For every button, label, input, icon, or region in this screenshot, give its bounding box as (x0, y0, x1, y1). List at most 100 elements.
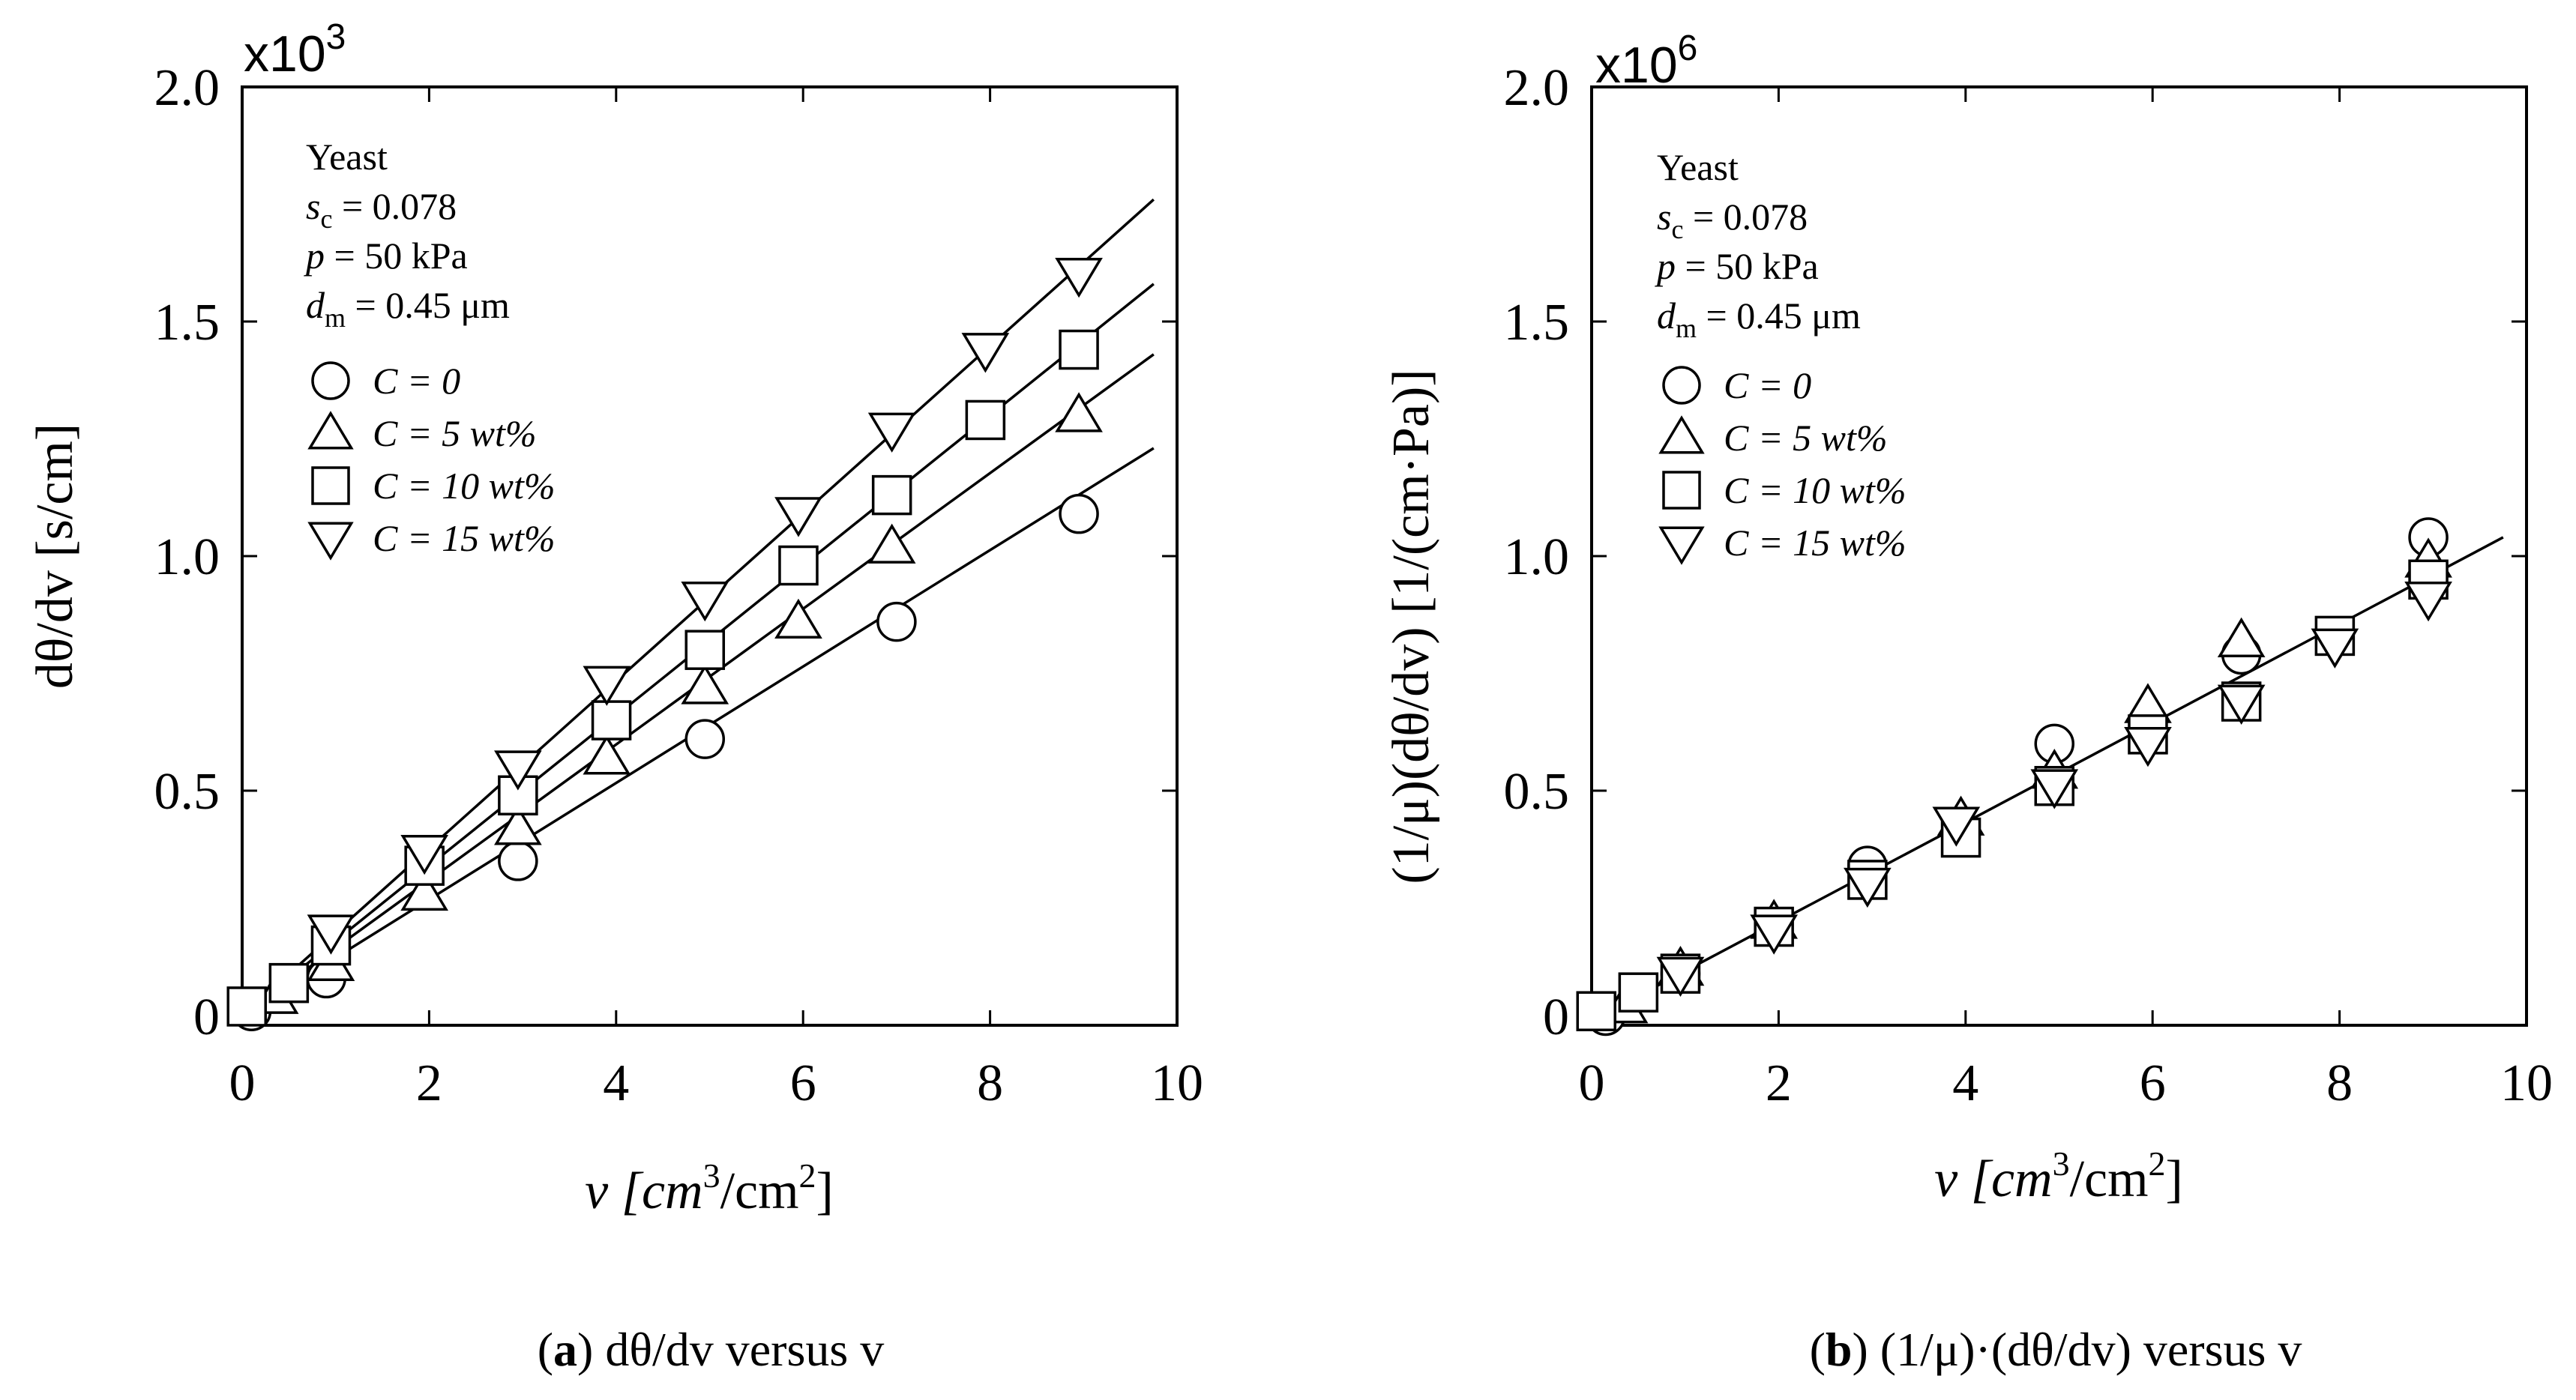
data-point-triangle-up (1055, 392, 1103, 432)
info-dm-b: dm = 0.45 μm (1657, 295, 1861, 343)
legend-label: C = 0 (373, 360, 460, 402)
data-point-triangle-down (1055, 258, 1103, 298)
data-point-triangle-up (494, 805, 542, 845)
data-point-square (778, 545, 819, 586)
data-point-triangle-up (400, 870, 448, 911)
data-point-square (268, 962, 310, 1004)
caption-a: (a) dθ/dv versus v (538, 1323, 885, 1376)
data-point-triangle-down (307, 914, 355, 955)
data-point-square (591, 700, 632, 740)
data-point-square (965, 399, 1006, 441)
data-point-circle (876, 601, 917, 642)
data-point-square (1576, 991, 1616, 1031)
data-point-triangle-down (2311, 628, 2359, 669)
x-tick-label: 2 (1766, 1054, 1792, 1112)
x-tick-label: 0 (1579, 1054, 1605, 1112)
y-axis-label-a: dθ/dv [s/cm] (26, 423, 84, 689)
legend-marker-square (311, 466, 350, 505)
info-box-a: Yeast sc = 0.078 p = 50 kPa dm = 0.45 μm (304, 136, 510, 333)
info-p-b: p = 50 kPa (1655, 245, 1819, 287)
y-tick-label: 1.0 (154, 528, 220, 586)
info-dm-a: dm = 0.45 μm (306, 284, 510, 333)
data-point-triangle-down (1750, 914, 1798, 955)
legend-a: C = 0 C = 5 wt% C = 10 wt% C = 15 wt% (307, 360, 555, 561)
x-tick-label: 8 (977, 1054, 1003, 1112)
data-point-triangle-up (774, 598, 822, 639)
y-tick-label: 0.5 (1504, 763, 1570, 821)
data-point-square (226, 986, 267, 1027)
data-point-triangle-up (867, 523, 916, 564)
legend-label: C = 0 (1724, 364, 1811, 406)
axis-ticks-a: 0 2 4 6 8 10 0 0.5 1.0 1.5 2.0 (154, 59, 1204, 1112)
data-point-triangle-down (2030, 769, 2079, 809)
data-point-triangle-down (494, 750, 542, 791)
legend-marker-triangle-down (1658, 526, 1705, 565)
info-sc-a: sc = 0.078 (306, 185, 457, 234)
y-tick-label: 0 (1543, 989, 1569, 1046)
x-axis-label-a: v [cm3/cm2] (585, 1156, 834, 1220)
legend-marker-triangle-down (307, 522, 354, 561)
x-tick-label: 0 (229, 1054, 256, 1112)
y-tick-label: 1.5 (1504, 294, 1570, 351)
y-tick-label: 1.0 (1504, 528, 1570, 586)
legend-marker-square (1662, 471, 1701, 510)
data-point-circle (1059, 493, 1099, 534)
legend-label: C = 15 wt% (1724, 522, 1906, 564)
data-point-triangle-down (2217, 684, 2266, 725)
legend-marker-triangle-up (1658, 415, 1705, 454)
y-tick-label: 0.5 (154, 763, 220, 821)
y-tick-label: 0 (193, 989, 220, 1046)
data-point-circle (498, 841, 538, 881)
data-point-triangle-down (400, 835, 448, 875)
info-material-a: Yeast (306, 136, 388, 178)
data-point-triangle-down (961, 333, 1010, 373)
data-point-triangle-up (583, 734, 631, 775)
legend-label: C = 10 wt% (373, 465, 555, 507)
x-tick-label: 8 (2326, 1054, 2353, 1112)
info-material-b: Yeast (1657, 146, 1739, 188)
y-tick-label: 2.0 (154, 59, 220, 117)
legend-marker-circle (311, 361, 350, 400)
data-point-square (871, 474, 912, 516)
legend-label: C = 10 wt% (1724, 469, 1906, 511)
legend-marker-triangle-up (307, 411, 354, 450)
info-box-b: Yeast sc = 0.078 p = 50 kPa dm = 0.45 μm (1655, 146, 1861, 343)
y-tick-label: 1.5 (154, 294, 220, 351)
x-tick-label: 10 (2500, 1054, 2553, 1112)
data-point-square (1059, 329, 1099, 370)
x-tick-label: 2 (416, 1054, 442, 1112)
x-axis-label-b: v [cm3/cm2] (1934, 1144, 2183, 1208)
data-point-triangle-down (774, 497, 822, 537)
info-sc-b: sc = 0.078 (1657, 196, 1808, 244)
data-point-triangle-down (867, 412, 916, 453)
data-point-triangle-down (583, 666, 631, 706)
x-tick-label: 4 (1952, 1054, 1978, 1112)
legend-b: C = 0 C = 5 wt% C = 10 wt% C = 15 wt% (1658, 364, 1906, 565)
panel-b: 0 2 4 6 8 10 0 0.5 1.0 1.5 2.0 x106 (1/μ)(dθ/dv) [… (1382, 28, 2553, 1208)
legend-marker-circle (1662, 366, 1701, 405)
data-point-square (684, 630, 726, 670)
legend-label: C = 5 wt% (1724, 417, 1887, 459)
data-points-b (1576, 517, 2452, 1037)
data-point-triangle-down (1656, 956, 1705, 998)
data-point-triangle-down (681, 581, 729, 622)
data-point-square (1618, 972, 1659, 1013)
x-tick-label: 6 (790, 1054, 816, 1112)
data-point-triangle-up (2217, 617, 2266, 658)
data-point-triangle-down (1932, 806, 1981, 847)
y-multiplier-a: x103 (244, 17, 346, 82)
data-point-triangle-down (2124, 727, 2172, 767)
y-multiplier-b: x106 (1595, 28, 1697, 94)
info-p-a: p = 50 kPa (304, 235, 468, 277)
y-axis-label-b: (1/μ)(dθ/dv) [1/(cm·Pa)] (1382, 369, 1440, 884)
legend-label: C = 15 wt% (373, 517, 555, 559)
x-tick-label: 4 (603, 1054, 629, 1112)
data-point-triangle-down (2404, 581, 2452, 622)
data-points-a (226, 258, 1103, 1031)
data-point-triangle-up (681, 664, 729, 704)
axis-ticks-b: 0 2 4 6 8 10 0 0.5 1.0 1.5 2.0 (1504, 59, 2554, 1112)
panel-a: 0 2 4 6 8 10 0 0.5 1.0 1.5 2.0 x103 dθ/dv [s/cm] v… (26, 17, 1203, 1220)
caption-b: (b) (1/μ)·(dθ/dv) versus v (1810, 1323, 2302, 1376)
x-tick-label: 10 (1151, 1054, 1203, 1112)
